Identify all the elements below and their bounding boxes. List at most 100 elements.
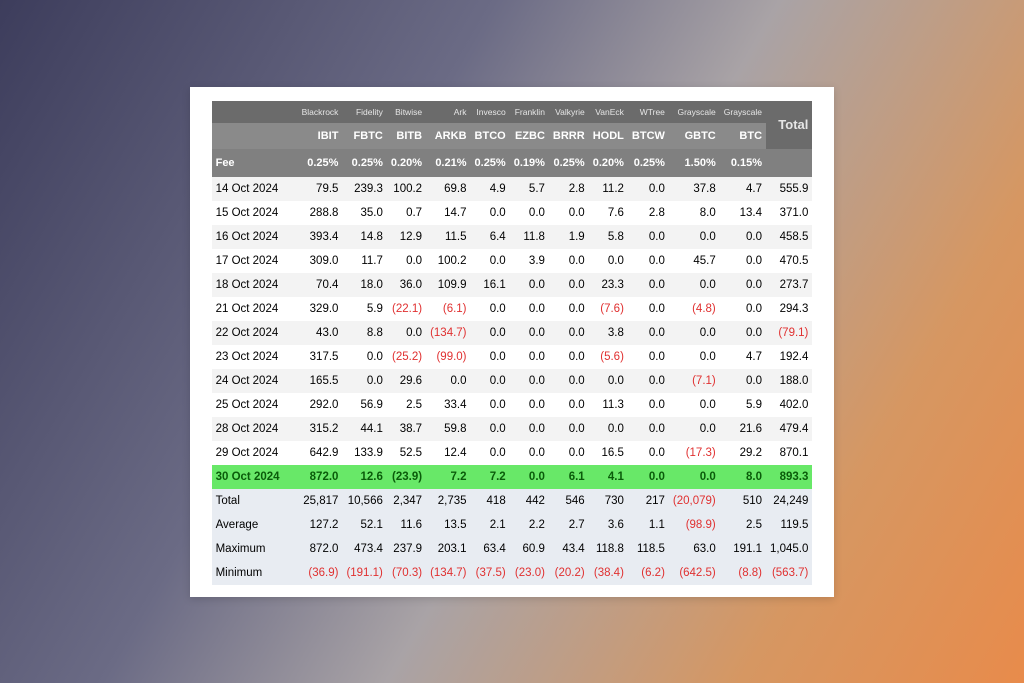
value-cell: 329.0 bbox=[298, 297, 343, 321]
header-fee: 0.25% bbox=[342, 149, 386, 177]
date-cell: 24 Oct 2024 bbox=[212, 369, 298, 393]
value-cell: 11.8 bbox=[510, 225, 549, 249]
value-cell: 100.2 bbox=[426, 249, 470, 273]
page-background: BlackrockFidelityBitwiseArkInvescoFrankl… bbox=[0, 0, 1024, 683]
header-company: WTree bbox=[628, 101, 669, 123]
value-cell: 0.0 bbox=[628, 273, 669, 297]
value-cell: 33.4 bbox=[426, 393, 470, 417]
summary-cell: (563.7) bbox=[766, 561, 812, 585]
summary-label: Average bbox=[212, 513, 298, 537]
value-cell: 29.2 bbox=[720, 441, 766, 465]
value-cell: 70.4 bbox=[298, 273, 343, 297]
header-blank bbox=[212, 123, 298, 149]
header-ticker: EZBC bbox=[510, 123, 549, 149]
summary-cell: 52.1 bbox=[342, 513, 386, 537]
value-cell: 13.4 bbox=[720, 201, 766, 225]
summary-cell: (38.4) bbox=[589, 561, 628, 585]
fee-label: Fee bbox=[212, 149, 298, 177]
summary-cell: 510 bbox=[720, 489, 766, 513]
etf-flows-table: BlackrockFidelityBitwiseArkInvescoFrankl… bbox=[212, 101, 813, 585]
date-cell: 18 Oct 2024 bbox=[212, 273, 298, 297]
value-cell: 0.0 bbox=[549, 441, 589, 465]
value-cell: 16.5 bbox=[589, 441, 628, 465]
value-cell: (79.1) bbox=[766, 321, 812, 345]
value-cell: 0.0 bbox=[549, 345, 589, 369]
value-cell: 2.8 bbox=[549, 177, 589, 201]
value-cell: 192.4 bbox=[766, 345, 812, 369]
value-cell: 7.6 bbox=[589, 201, 628, 225]
value-cell: 8.0 bbox=[720, 465, 766, 489]
value-cell: 5.9 bbox=[720, 393, 766, 417]
value-cell: 0.0 bbox=[549, 417, 589, 441]
header-ticker: BRRR bbox=[549, 123, 589, 149]
summary-cell: 237.9 bbox=[387, 537, 426, 561]
value-cell: 11.3 bbox=[589, 393, 628, 417]
value-cell: (17.3) bbox=[669, 441, 720, 465]
summary-cell: 10,566 bbox=[342, 489, 386, 513]
value-cell: 0.0 bbox=[669, 321, 720, 345]
table-row: 21 Oct 2024329.05.9(22.1)(6.1)0.00.00.0(… bbox=[212, 297, 813, 321]
value-cell: 0.0 bbox=[510, 441, 549, 465]
value-cell: 8.0 bbox=[669, 201, 720, 225]
value-cell: 0.0 bbox=[510, 465, 549, 489]
value-cell: 239.3 bbox=[342, 177, 386, 201]
value-cell: 52.5 bbox=[387, 441, 426, 465]
date-cell: 25 Oct 2024 bbox=[212, 393, 298, 417]
value-cell: 5.9 bbox=[342, 297, 386, 321]
value-cell: 21.6 bbox=[720, 417, 766, 441]
value-cell: 4.1 bbox=[589, 465, 628, 489]
summary-cell: 730 bbox=[589, 489, 628, 513]
summary-cell: 1.1 bbox=[628, 513, 669, 537]
header-company: Ark bbox=[426, 101, 470, 123]
summary-cell: (23.0) bbox=[510, 561, 549, 585]
value-cell: 3.8 bbox=[589, 321, 628, 345]
value-cell: 0.0 bbox=[549, 393, 589, 417]
value-cell: 0.0 bbox=[589, 369, 628, 393]
value-cell: 0.0 bbox=[471, 321, 510, 345]
date-cell: 29 Oct 2024 bbox=[212, 441, 298, 465]
value-cell: 35.0 bbox=[342, 201, 386, 225]
header-fee: 0.20% bbox=[589, 149, 628, 177]
value-cell: 0.0 bbox=[549, 201, 589, 225]
header-fee: 0.25% bbox=[471, 149, 510, 177]
table-row: 16 Oct 2024393.414.812.911.56.411.81.95.… bbox=[212, 225, 813, 249]
value-cell: (7.6) bbox=[589, 297, 628, 321]
summary-cell: 43.4 bbox=[549, 537, 589, 561]
value-cell: 0.0 bbox=[628, 417, 669, 441]
summary-label: Minimum bbox=[212, 561, 298, 585]
summary-cell: 118.5 bbox=[628, 537, 669, 561]
value-cell: 11.7 bbox=[342, 249, 386, 273]
value-cell: (4.8) bbox=[669, 297, 720, 321]
value-cell: 0.7 bbox=[387, 201, 426, 225]
value-cell: 0.0 bbox=[510, 297, 549, 321]
header-fee: 1.50% bbox=[669, 149, 720, 177]
value-cell: 393.4 bbox=[298, 225, 343, 249]
value-cell: 0.0 bbox=[471, 417, 510, 441]
summary-cell: (98.9) bbox=[669, 513, 720, 537]
value-cell: 642.9 bbox=[298, 441, 343, 465]
value-cell: 0.0 bbox=[720, 249, 766, 273]
summary-cell: (36.9) bbox=[298, 561, 343, 585]
value-cell: (99.0) bbox=[426, 345, 470, 369]
value-cell: 0.0 bbox=[510, 201, 549, 225]
value-cell: 0.0 bbox=[471, 345, 510, 369]
value-cell: 12.6 bbox=[342, 465, 386, 489]
header-ticker: GBTC bbox=[669, 123, 720, 149]
value-cell: 8.8 bbox=[342, 321, 386, 345]
summary-cell: (8.8) bbox=[720, 561, 766, 585]
summary-cell: (70.3) bbox=[387, 561, 426, 585]
header-ticker: FBTC bbox=[342, 123, 386, 149]
value-cell: 2.8 bbox=[628, 201, 669, 225]
header-company: Grayscale bbox=[720, 101, 766, 123]
table-row: 29 Oct 2024642.9133.952.512.40.00.00.016… bbox=[212, 441, 813, 465]
value-cell: 36.0 bbox=[387, 273, 426, 297]
value-cell: 0.0 bbox=[549, 273, 589, 297]
value-cell: 0.0 bbox=[628, 393, 669, 417]
value-cell: 0.0 bbox=[720, 321, 766, 345]
summary-cell: 203.1 bbox=[426, 537, 470, 561]
value-cell: 0.0 bbox=[628, 249, 669, 273]
value-cell: 0.0 bbox=[669, 345, 720, 369]
header-fee: 0.25% bbox=[628, 149, 669, 177]
header-company: Fidelity bbox=[342, 101, 386, 123]
summary-cell: 546 bbox=[549, 489, 589, 513]
